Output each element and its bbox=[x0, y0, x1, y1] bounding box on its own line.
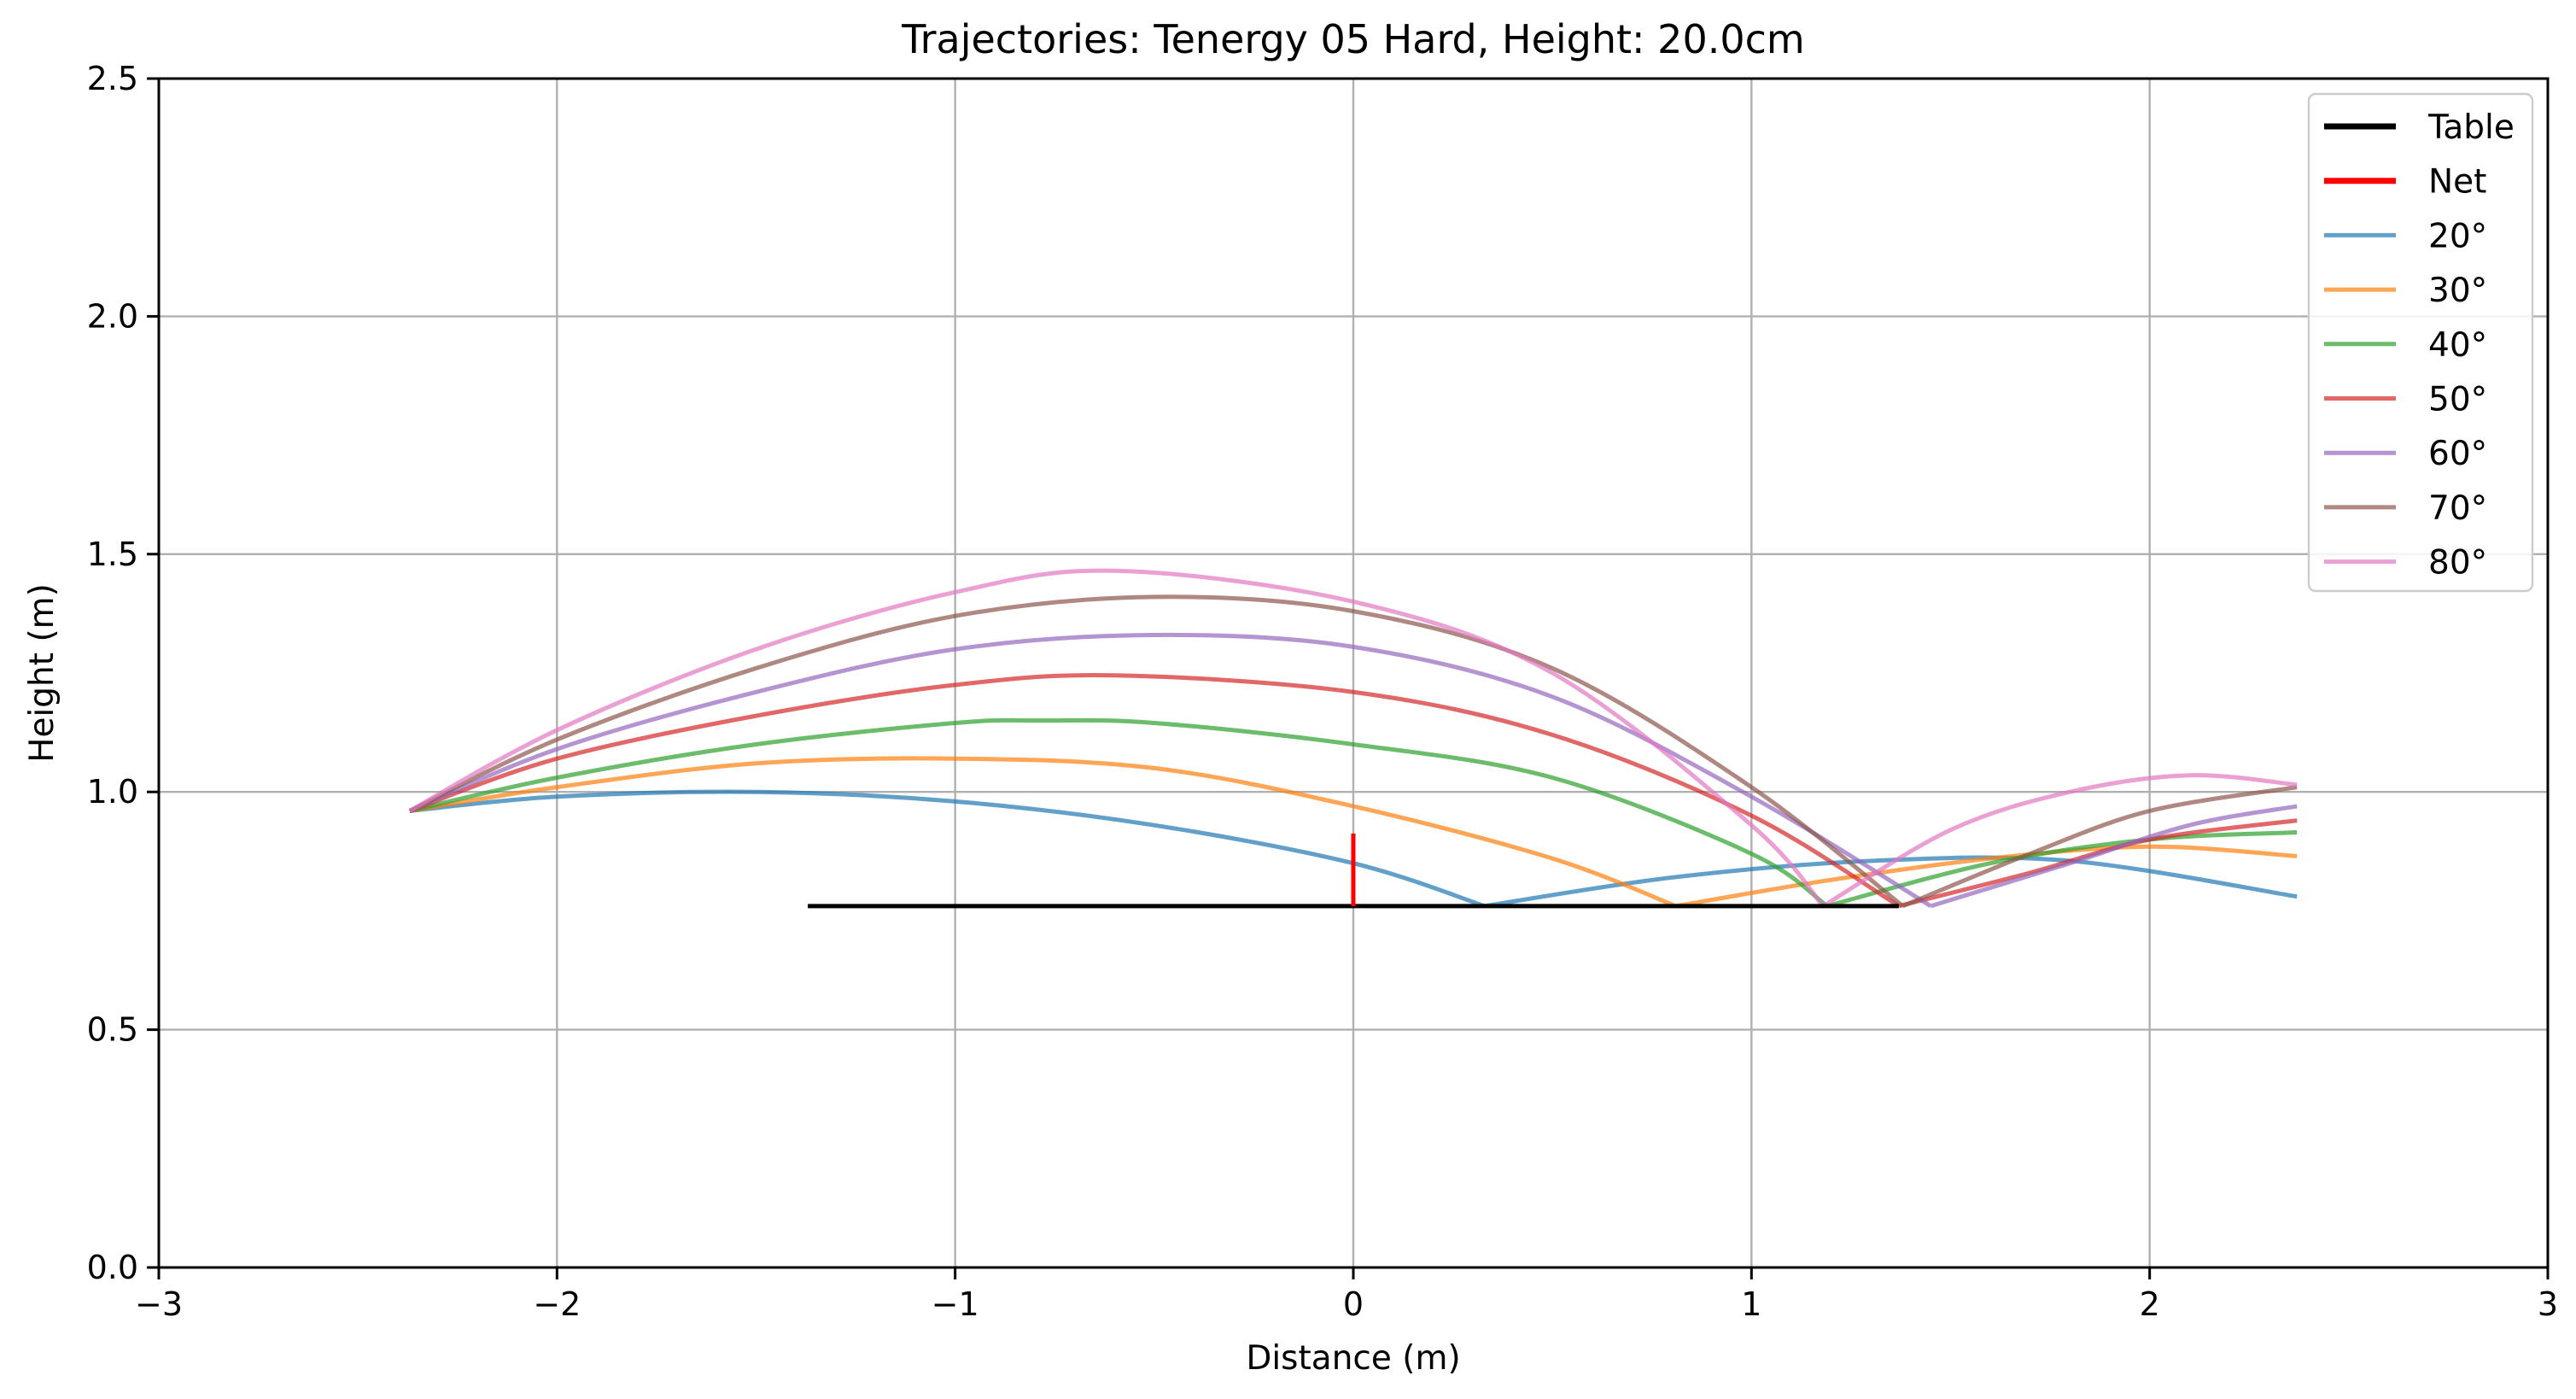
series-line-20-deg bbox=[409, 789, 2298, 909]
series-line-80-deg bbox=[408, 568, 2298, 908]
x-tick-label: −3 bbox=[135, 1285, 183, 1323]
legend-box bbox=[2307, 92, 2534, 593]
y-tick-label: 0.0 bbox=[87, 1249, 138, 1286]
legend-label-40-deg: 40° bbox=[2428, 326, 2487, 365]
series-line-40-deg bbox=[409, 717, 2298, 909]
series-line-30-deg bbox=[409, 756, 2298, 909]
y-tick-label: 2.5 bbox=[87, 60, 138, 97]
x-tick-label: 3 bbox=[2538, 1285, 2558, 1323]
legend-label-20-deg: 20° bbox=[2428, 217, 2487, 255]
y-tick-label: 1.0 bbox=[87, 773, 138, 811]
x-tick-label: −1 bbox=[932, 1285, 979, 1323]
grid-lines bbox=[159, 79, 2548, 1267]
chart-title: Trajectories: Tenergy 05 Hard, Height: 2… bbox=[901, 16, 1804, 62]
legend-label-50-deg: 50° bbox=[2428, 381, 2487, 419]
x-tick-label: −2 bbox=[533, 1285, 581, 1323]
y-tick-label: 2.0 bbox=[87, 297, 138, 335]
x-tick-label: 0 bbox=[1343, 1285, 1364, 1323]
x-tick-label: 1 bbox=[1741, 1285, 1761, 1323]
axis-ticks: −3 −2 −1 0 1 2 3 0.0 0.5 1.0 1.5 2.0 2.5 bbox=[87, 60, 2559, 1323]
legend-label-70-deg: 70° bbox=[2428, 489, 2487, 528]
y-tick-label: 0.5 bbox=[87, 1011, 138, 1049]
y-axis-label: Height (m) bbox=[23, 583, 61, 763]
y-tick-label: 1.5 bbox=[87, 536, 138, 573]
legend-label-30-deg: 30° bbox=[2428, 272, 2487, 310]
legend-label-table: Table bbox=[2427, 108, 2515, 147]
x-axis-label: Distance (m) bbox=[1246, 1339, 1460, 1378]
series-lines bbox=[408, 568, 2298, 909]
legend-label-80-deg: 80° bbox=[2428, 544, 2487, 582]
legend-label-net: Net bbox=[2428, 163, 2486, 202]
x-tick-label: 2 bbox=[2140, 1285, 2160, 1323]
series-line-60-deg bbox=[408, 632, 2298, 909]
series-line-70-deg bbox=[408, 594, 2298, 909]
legend-label-60-deg: 60° bbox=[2428, 435, 2487, 473]
legend-items: Table Net 20° 30° 40° 50° 60° 70° 80° bbox=[2324, 108, 2515, 582]
legend: Table Net 20° 30° 40° 50° 60° 70° 80° bbox=[2307, 92, 2534, 593]
